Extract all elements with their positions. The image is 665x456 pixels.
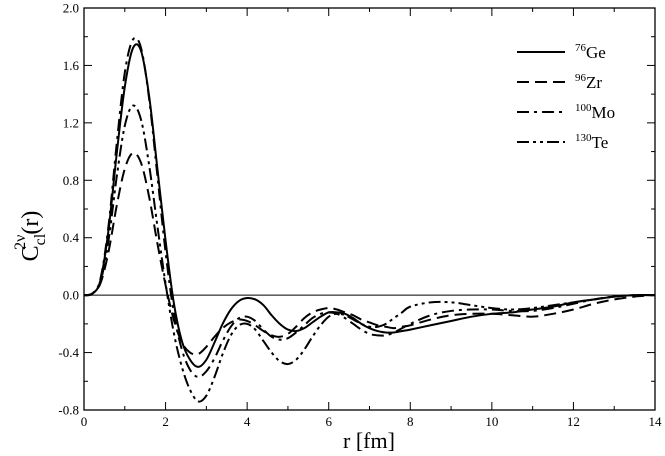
y-tick-label: 1.6	[63, 58, 80, 73]
legend-label: 130Te	[575, 132, 608, 152]
series-line-ge	[83, 43, 656, 368]
y-tick-label: 0.4	[63, 230, 80, 245]
legend-element: Zr	[586, 73, 602, 92]
legend-mass-number: 130	[575, 132, 592, 144]
y-axis-title-sub: cl	[32, 233, 49, 245]
axes	[83, 7, 656, 411]
series-line-mo	[83, 36, 656, 378]
legend-mass-number: 100	[575, 102, 592, 114]
legend-mass-number: 76	[575, 42, 587, 54]
ticks: 0 2 4 6 8 10 12 14 -0.8 -0.4 0.0 0.4 0.8 1.2 1.6 2.0	[58, 1, 662, 430]
series-line-te	[83, 104, 656, 403]
y-tick-label: 0.0	[63, 288, 79, 303]
legend-element: Mo	[592, 103, 616, 122]
y-tick-label: 2.0	[63, 1, 79, 16]
legend-element: Ge	[586, 43, 606, 62]
x-axis-title: r [fm]	[343, 428, 395, 453]
legend-element: Te	[592, 133, 609, 152]
y-axis-title-sup: 2ν	[12, 235, 29, 250]
y-axis-title-tail: (r)	[18, 211, 44, 235]
y-tick-label: -0.8	[58, 403, 79, 418]
plot-frame	[83, 7, 656, 411]
legend-label: 100Mo	[575, 102, 615, 122]
legend-mass-number: 96	[575, 72, 587, 84]
series-group	[83, 36, 656, 403]
y-tick-label: 1.2	[63, 115, 79, 130]
y-axis-title: Ccl2ν(r)	[12, 211, 49, 262]
y-axis-title-base: C	[18, 245, 44, 261]
x-tick-label: 8	[407, 414, 414, 429]
x-tick-label: 6	[325, 414, 332, 429]
x-tick-label: 14	[649, 414, 663, 429]
x-tick-label: 2	[162, 414, 169, 429]
series-line-zr	[83, 151, 656, 356]
x-tick-label: 10	[485, 414, 498, 429]
svg-text:Ccl2ν(r): Ccl2ν(r)	[12, 211, 49, 262]
y-tick-label: 0.8	[63, 173, 79, 188]
legend-label: 76Ge	[575, 42, 606, 62]
y-tick-label: -0.4	[58, 345, 79, 360]
legend-label: 96Zr	[575, 72, 602, 92]
x-tick-label: 4	[244, 414, 251, 429]
x-tick-label: 12	[567, 414, 580, 429]
x-tick-label: 0	[81, 414, 88, 429]
